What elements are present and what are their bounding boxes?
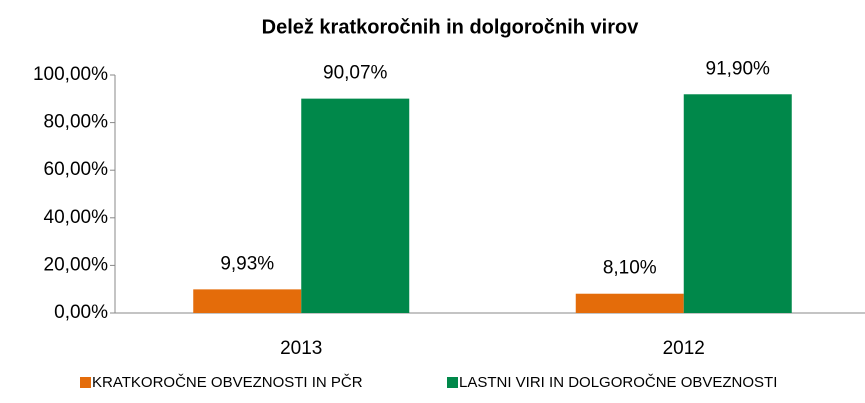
bar — [301, 98, 410, 314]
y-tick-label: 80,00% — [44, 112, 109, 133]
bar — [193, 289, 302, 313]
legend-label: KRATKOROČNE OBVEZNOSTI IN PČR — [92, 374, 363, 391]
bar — [683, 94, 792, 313]
value-label: 91,90% — [706, 58, 771, 79]
x-tick-label: 2013 — [280, 338, 322, 359]
y-tick-label: 20,00% — [44, 254, 109, 275]
chart-title: Delež kratkoročnih in dolgoročnih virov — [262, 16, 640, 38]
y-tick-label: 40,00% — [44, 207, 109, 228]
y-tick-label: 100,00% — [33, 64, 108, 85]
x-tick-label: 2012 — [663, 338, 705, 359]
legend-swatch — [447, 377, 458, 388]
legend-label: LASTNI VIRI IN DOLGOROČNE OBVEZNOSTI — [459, 374, 777, 391]
y-tick-label: 60,00% — [44, 159, 109, 180]
legend-swatch — [80, 377, 91, 388]
y-tick-label: 0,00% — [54, 302, 108, 323]
bar — [575, 293, 684, 313]
value-label: 8,10% — [603, 258, 657, 279]
value-label: 90,07% — [323, 63, 388, 84]
value-label: 9,93% — [220, 253, 274, 274]
